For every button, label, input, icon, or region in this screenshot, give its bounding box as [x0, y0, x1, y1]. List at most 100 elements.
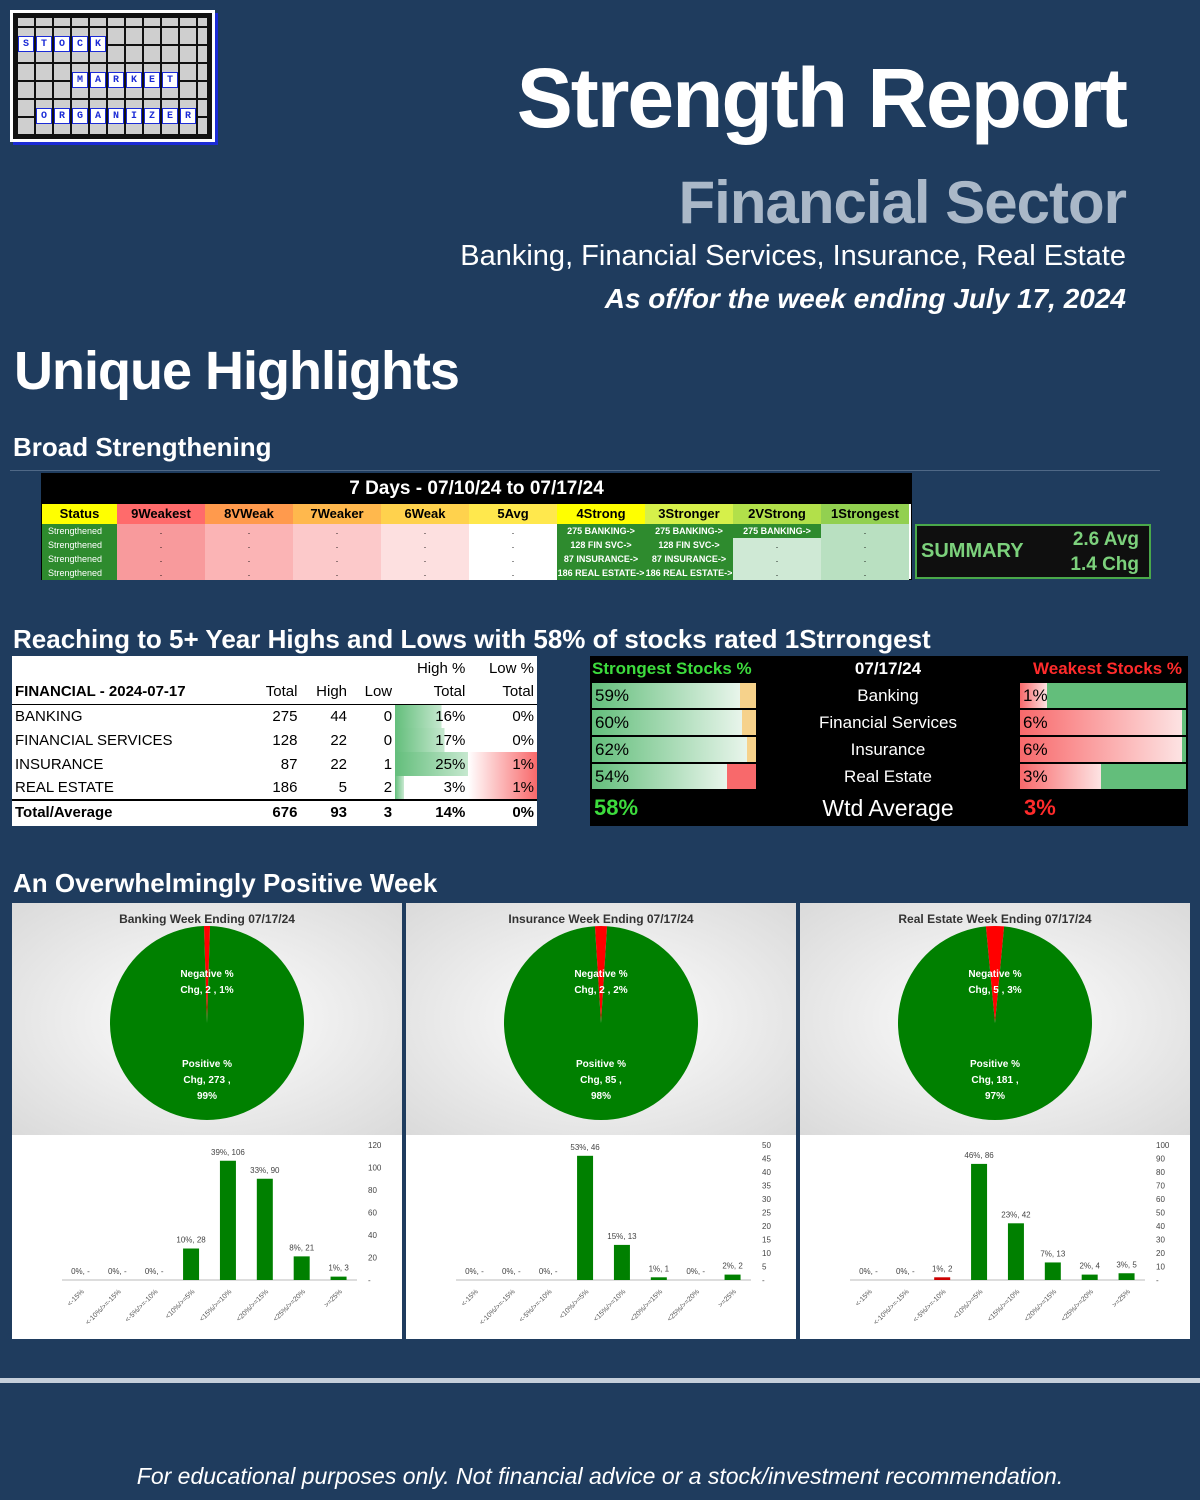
banking-bar-chart: - 20 40 60 80 100 120 0%, - <-15% 0%, - <-10%/>=-1…: [62, 1141, 382, 1327]
y-tick-label: -: [368, 1276, 371, 1285]
highs-row: FINANCIAL SERVICES 128 22 0 17% 0%: [12, 728, 537, 752]
strength-col-header: 9Weakest: [117, 504, 205, 524]
pie-neg-label: Negative %: [180, 969, 233, 980]
y-tick-label: 30: [1156, 1236, 1165, 1245]
strength-cell: .: [117, 524, 205, 538]
sector-name: Real Estate: [844, 767, 932, 786]
y-tick-label: 120: [368, 1141, 382, 1150]
y-tick-label: 20: [762, 1222, 771, 1231]
total-low-pct: 0%: [512, 804, 534, 821]
strength-cell: .: [117, 552, 205, 566]
high-pct-header: High %: [416, 659, 466, 677]
realestate-pie-title: Real Estate Week Ending 07/17/24: [898, 912, 1092, 926]
highs-cell: 1%: [468, 776, 537, 800]
logo-letter: E: [144, 72, 160, 88]
summary-chg: 1.4 Chg: [1070, 554, 1139, 575]
highs-lows-table: High % Low % FINANCIAL - 2024-07-17 Tota…: [12, 656, 537, 826]
strength-cell: .: [205, 566, 293, 580]
pie-neg-label: Chg, 2 , 1%: [180, 985, 233, 996]
bar: [971, 1163, 988, 1280]
strength-col-header: 3Stronger: [645, 504, 733, 524]
bar-data-label: 1%, 1: [649, 1264, 670, 1273]
highs-cell: 17%: [395, 728, 469, 752]
logo-letter: R: [54, 108, 70, 124]
highs-cell: BANKING: [15, 707, 83, 725]
strongest-header: Strongest Stocks %: [592, 659, 756, 679]
pie-pos-label: Chg, 85 ,: [580, 1075, 622, 1086]
bar-data-label: 0%, -: [502, 1267, 521, 1276]
y-tick-label: 80: [368, 1186, 377, 1195]
category-label: <-15%: [66, 1288, 85, 1307]
highs-cell: 44: [330, 707, 348, 725]
strength-col-header: 1Strongest: [821, 504, 909, 524]
strength-col-header: 7Weaker: [293, 504, 381, 524]
insurance-panel: Insurance Week Ending 07/17/24 Negative …: [406, 903, 796, 1339]
strength-cell: .: [381, 524, 469, 538]
logo-letter: E: [162, 108, 178, 124]
y-tick-label: 40: [762, 1168, 771, 1177]
highs-cell: 0%: [512, 731, 534, 749]
logo-letter: K: [126, 72, 142, 88]
bar: [613, 1244, 630, 1280]
insurance-bar-chart: - 5 10 15 20 25 30 35 40 45 50 0%, - <-15% 0%, - <-10%…: [456, 1141, 771, 1327]
highs-heading: Reaching to 5+ Year Highs and Lows with …: [13, 624, 931, 654]
week-heading: An Overwhelmingly Positive Week: [13, 868, 438, 898]
as-of-line: As of/for the week ending July 17, 2024: [604, 283, 1126, 314]
bar-data-label: 0%, -: [71, 1267, 90, 1276]
strength-cell: 87 INSURANCE->: [557, 552, 645, 566]
strength-cell: 275 BANKING->: [557, 524, 645, 538]
logo-letter: R: [180, 108, 196, 124]
y-tick-label: 60: [368, 1209, 377, 1218]
bar-data-label: 1%, 2: [932, 1264, 953, 1273]
category-label: <-5%/>=-10%: [124, 1288, 159, 1323]
weak-cell: 6%: [1020, 737, 1186, 762]
broad-heading: Broad Strengthening: [13, 432, 272, 462]
bar: [1118, 1273, 1135, 1280]
highs-row: BANKING 275 44 0 16% 0%: [12, 704, 537, 728]
y-tick-label: -: [762, 1276, 765, 1285]
strength-cell: 186 REAL ESTATE->: [557, 566, 645, 580]
divider: [10, 470, 1160, 471]
strong-cell: 62%: [592, 737, 756, 762]
col-low-pct-total: Total: [502, 683, 534, 701]
highs-cell: 0: [383, 707, 393, 725]
category-label: <15%/>=10%: [199, 1288, 234, 1323]
y-tick-label: 90: [1156, 1155, 1165, 1164]
avg-label: Wtd Average: [822, 795, 954, 821]
strong-cell: 59%: [592, 683, 756, 708]
logo-letter: O: [36, 108, 52, 124]
y-tick-label: 45: [762, 1155, 771, 1164]
category-label: <-15%: [460, 1288, 479, 1307]
bar: [577, 1155, 594, 1280]
y-tick-label: -: [1156, 1276, 1159, 1285]
bar-data-label: 2%, 2: [722, 1262, 743, 1271]
strength-col-header: 6Weak: [381, 504, 469, 524]
strong-cell: 60%: [592, 710, 756, 735]
bar-data-label: 3%, 5: [1116, 1260, 1137, 1269]
logo-letter: M: [72, 72, 88, 88]
pie-pos-label: 97%: [985, 1091, 1005, 1102]
report-subtitle: Financial Sector: [678, 169, 1127, 236]
bar: [724, 1274, 741, 1280]
category-label: <-10%/>=-15%: [85, 1288, 123, 1326]
bar: [1044, 1262, 1061, 1280]
bar-data-label: 15%, 13: [607, 1232, 637, 1241]
y-tick-label: 15: [762, 1236, 771, 1245]
section-title: Unique Highlights: [14, 341, 460, 401]
strength-cell: .: [821, 552, 909, 566]
category-label: <-5%/>=-10%: [912, 1288, 947, 1323]
industries-line: Banking, Financial Services, Insurance, …: [460, 240, 1126, 272]
strength-header: Status 9Weakest 8VWeak 7Weaker 6Weak 5Avg 4Str…: [42, 504, 911, 524]
avg-strong: 58%: [594, 795, 639, 820]
col-high-pct-total: Total: [433, 683, 466, 701]
logo-letter: N: [108, 108, 124, 124]
realestate-pie-area: Real Estate Week Ending 07/17/24 Negativ…: [800, 903, 1190, 1135]
banking-pie-title: Banking Week Ending 07/17/24: [119, 912, 295, 926]
highs-cell: 2: [383, 779, 393, 796]
strength-cell: .: [381, 538, 469, 552]
logo-letter: O: [54, 36, 70, 52]
strength-cell: .: [733, 538, 821, 552]
